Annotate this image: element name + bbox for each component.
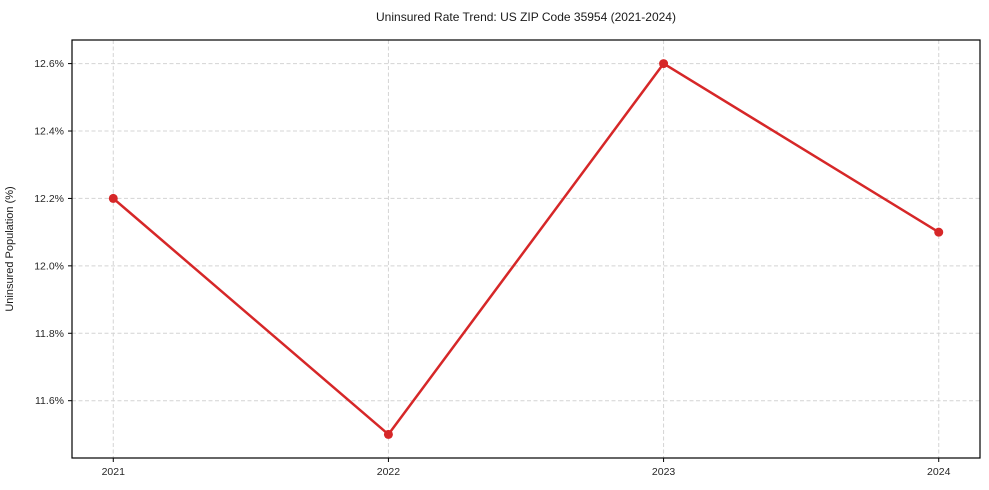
y-tick-label: 11.6% <box>35 395 64 407</box>
data-point-marker <box>659 59 669 69</box>
chart-title: Uninsured Rate Trend: US ZIP Code 35954 … <box>376 10 676 24</box>
x-tick-label: 2024 <box>927 466 951 478</box>
x-tick-label: 2022 <box>377 466 401 478</box>
plot-border <box>71 39 981 459</box>
y-axis-label: Uninsured Population (%) <box>4 186 16 311</box>
axis-layer: 11.6% 11.8% 12.0% 12.2% 12.4% 12.6% 2021 2022 20… <box>34 39 981 478</box>
trend-line <box>112 62 940 436</box>
line-series <box>108 59 944 439</box>
grid-layer <box>72 40 980 458</box>
y-tick-label: 12.4% <box>34 126 64 138</box>
y-tick-label: 11.8% <box>35 328 64 340</box>
y-tick-label: 12.2% <box>34 193 64 205</box>
data-point-marker <box>108 193 118 203</box>
x-tick-label: 2021 <box>102 466 126 478</box>
data-point-marker <box>383 429 393 439</box>
data-point-marker <box>934 227 944 237</box>
x-tick-label: 2023 <box>652 466 676 478</box>
y-tick-label: 12.0% <box>34 260 64 272</box>
y-tick-label: 12.6% <box>34 58 64 70</box>
